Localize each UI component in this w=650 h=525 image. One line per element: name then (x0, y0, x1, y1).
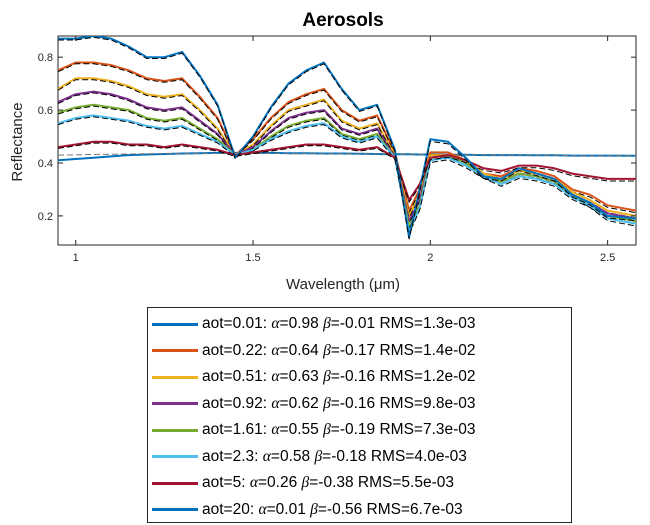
x-tick-label-1: 1.5 (245, 252, 260, 264)
y-axis-label: Reflectance (9, 102, 26, 181)
chart-title: Aerosols (302, 10, 383, 31)
series-line-6 (58, 140, 636, 201)
x-tick-label-2: 2 (427, 252, 433, 264)
legend-swatch-3 (152, 402, 198, 406)
legend-entry-6: aot=5: α=0.26 β=-0.38 RMS=5.5e-03 (152, 470, 571, 497)
legend-entry-1: aot=0.22: α=0.64 β=-0.17 RMS=1.4e-02 (152, 338, 571, 365)
legend-entry-7: aot=20: α=0.01 β=-0.56 RMS=6.7e-03 (152, 497, 571, 524)
legend-swatch-2 (152, 375, 198, 379)
series-line-7 (58, 36, 636, 239)
legend-swatch-7 (152, 508, 198, 512)
series-fit-5 (58, 116, 636, 236)
x-axis: 1 1.5 2 2.5 (73, 36, 615, 264)
series-fit-1 (58, 63, 636, 215)
series-fit-0 (58, 153, 636, 157)
series-fit-3 (58, 92, 636, 225)
legend-entry-3: aot=0.92: α=0.62 β=-0.16 RMS=9.8e-03 (152, 391, 571, 418)
plot-area (57, 35, 637, 246)
legend-label-6: aot=5: α=0.26 β=-0.38 RMS=5.5e-03 (202, 474, 455, 492)
axes-box (57, 35, 637, 246)
x-axis-label: Wavelength (μm) (286, 276, 400, 293)
legend-entry-4: aot=1.61: α=0.55 β=-0.19 RMS=7.3e-03 (152, 417, 571, 444)
legend-label-4: aot=1.61: α=0.55 β=-0.19 RMS=7.3e-03 (202, 421, 476, 439)
y-tick-label-1: 0.4 (38, 158, 53, 170)
legend-label-7: aot=20: α=0.01 β=-0.56 RMS=6.7e-03 (202, 500, 463, 518)
series-line-5 (58, 114, 636, 233)
legend-entry-0: aot=0.01: α=0.98 β=-0.01 RMS=1.3e-03 (152, 311, 571, 338)
series-line-4 (58, 103, 636, 228)
legend-swatch-1 (152, 349, 198, 353)
y-tick-label-3: 0.8 (38, 52, 53, 64)
legend-entry-2: aot=0.51: α=0.63 β=-0.16 RMS=1.2e-02 (152, 364, 571, 391)
legend-entry-5: aot=2.3: α=0.58 β=-0.18 RMS=4.0e-03 (152, 444, 571, 471)
y-tick-label-2: 0.6 (38, 105, 53, 117)
legend-label-1: aot=0.22: α=0.64 β=-0.17 RMS=1.4e-02 (202, 341, 476, 359)
chart: Aerosols 1 1.5 2 2.5 0.2 0.4 0.6 0.8 Wavelengt… (9, 10, 637, 293)
legend: aot=0.01: α=0.98 β=-0.01 RMS=1.3e-03 aot=… (147, 307, 572, 523)
legend-label-0: aot=0.01: α=0.98 β=-0.01 RMS=1.3e-03 (202, 315, 476, 333)
legend-label-2: aot=0.51: α=0.63 β=-0.16 RMS=1.2e-02 (202, 368, 476, 386)
y-axis: 0.2 0.4 0.6 0.8 (38, 52, 636, 223)
series-line-1 (58, 61, 636, 212)
legend-swatch-5 (152, 455, 198, 459)
legend-swatch-4 (152, 428, 198, 432)
y-tick-label-0: 0.2 (38, 211, 53, 223)
x-tick-label-3: 2.5 (600, 252, 615, 264)
legend-label-5: aot=2.3: α=0.58 β=-0.18 RMS=4.0e-03 (202, 447, 467, 465)
legend-label-3: aot=0.92: α=0.62 β=-0.16 RMS=9.8e-03 (202, 394, 476, 412)
legend-swatch-0 (152, 322, 198, 326)
x-tick-label-0: 1 (73, 252, 79, 264)
legend-swatch-6 (152, 481, 198, 485)
series-fit-7 (58, 36, 636, 240)
series-line-2 (58, 77, 636, 217)
